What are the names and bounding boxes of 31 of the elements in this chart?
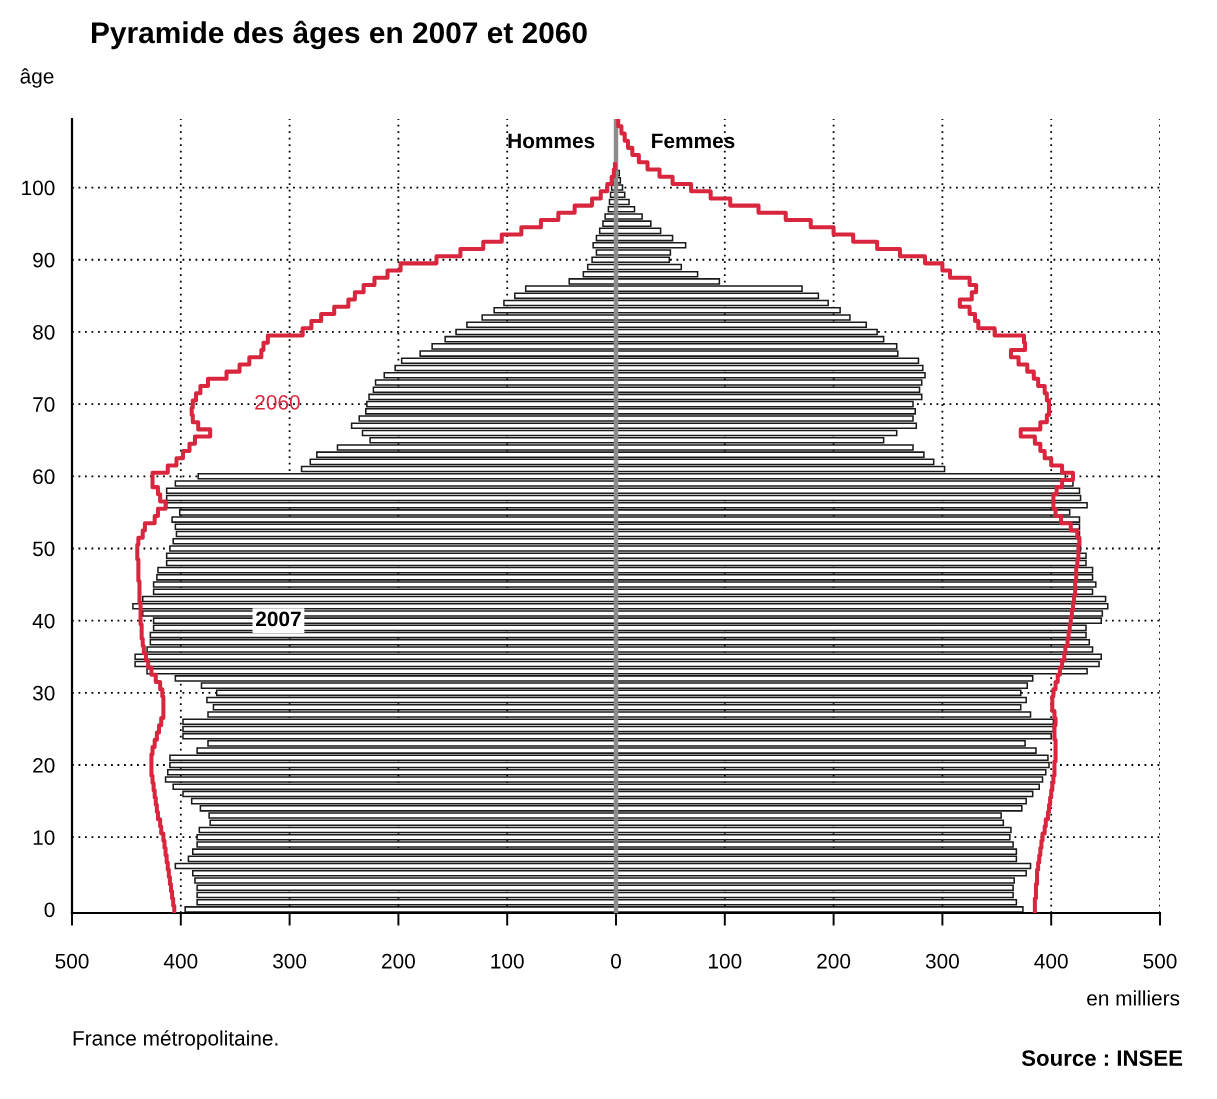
- x-axis-title: en milliers: [1087, 990, 1180, 1006]
- y-tick-label: 10: [33, 830, 55, 845]
- series-label: 2007: [256, 611, 301, 627]
- x-tick-label: 100: [491, 953, 524, 969]
- y-tick-label: 60: [33, 469, 55, 485]
- y-tick-label: 70: [33, 397, 55, 412]
- source-note: Source : INSEE: [1021, 1050, 1183, 1066]
- y-tick-label: 0: [44, 902, 55, 918]
- x-tick-label: 100: [709, 953, 742, 969]
- x-tick-label: 500: [55, 953, 89, 969]
- x-tick-label: 400: [1034, 953, 1068, 969]
- y-axis-title: âge: [20, 68, 54, 88]
- text: France métropolitaine.: [73, 1030, 278, 1050]
- series-label: 2060: [255, 394, 300, 410]
- y-tick-label: 100: [22, 180, 55, 196]
- x-tick-label: 400: [163, 953, 198, 969]
- x-tick-label: 200: [817, 953, 851, 969]
- y-tick-label: 50: [33, 541, 55, 557]
- annotation: Femmes: [652, 133, 735, 149]
- y-tick-label: 40: [32, 613, 55, 629]
- x-tick-label: 0: [611, 953, 621, 969]
- y-tick-label: 20: [33, 758, 55, 773]
- x-tick-label: 200: [382, 953, 415, 969]
- x-tick-label: 300: [925, 953, 959, 969]
- y-tick-label: 80: [33, 324, 55, 340]
- annotation: Hommes: [508, 133, 595, 149]
- y-tick-label: 90: [33, 252, 55, 268]
- chart-title: Pyramide des âges en 2007 et 2060: [92, 20, 587, 50]
- y-tick-label: 30: [32, 685, 55, 701]
- x-tick-label: 500: [1143, 953, 1177, 969]
- x-tick-label: 300: [273, 953, 307, 969]
